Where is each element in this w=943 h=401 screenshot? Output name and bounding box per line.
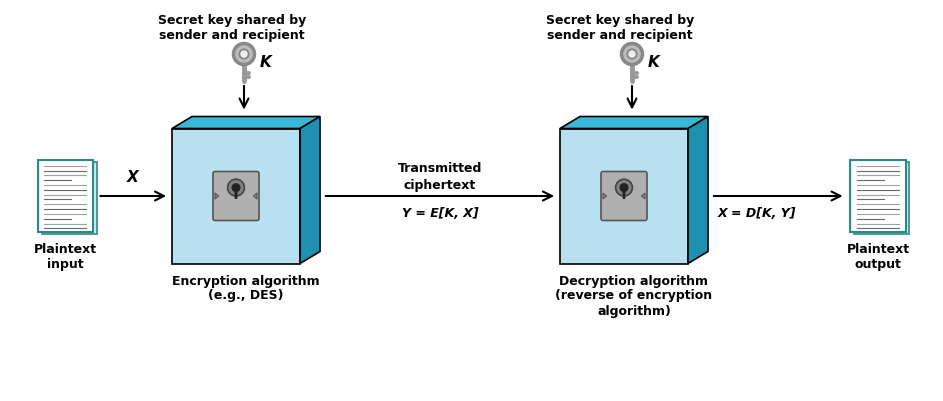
Polygon shape [622, 188, 626, 200]
FancyBboxPatch shape [213, 172, 259, 221]
Text: X = D[K, Y]: X = D[K, Y] [718, 207, 797, 219]
Text: Encryption algorithm
(e.g., DES): Encryption algorithm (e.g., DES) [173, 274, 320, 302]
Polygon shape [560, 129, 688, 264]
Text: Y = E[K, X]: Y = E[K, X] [402, 207, 478, 219]
Text: Decryption algorithm
(reverse of encryption
algorithm): Decryption algorithm (reverse of encrypt… [555, 274, 713, 317]
Text: K: K [648, 55, 660, 70]
Polygon shape [851, 160, 905, 233]
Polygon shape [854, 162, 909, 235]
Text: Plaintext
input: Plaintext input [33, 242, 96, 270]
Circle shape [240, 50, 249, 60]
Text: Secret key shared by
sender and recipient: Secret key shared by sender and recipien… [546, 14, 694, 42]
Polygon shape [688, 117, 708, 264]
Circle shape [620, 184, 628, 192]
FancyBboxPatch shape [601, 172, 647, 221]
Text: Plaintext
output: Plaintext output [847, 242, 910, 270]
Circle shape [627, 50, 637, 60]
Polygon shape [215, 194, 219, 200]
Circle shape [616, 180, 633, 196]
Polygon shape [234, 188, 238, 200]
Text: X: X [126, 170, 138, 184]
Text: ciphertext: ciphertext [404, 178, 476, 192]
Text: Transmitted: Transmitted [398, 162, 482, 174]
Text: Secret key shared by
sender and recipient: Secret key shared by sender and recipien… [157, 14, 306, 42]
Polygon shape [560, 117, 708, 129]
Polygon shape [172, 117, 320, 129]
Polygon shape [621, 45, 642, 65]
Polygon shape [603, 194, 606, 200]
Polygon shape [172, 129, 300, 264]
Polygon shape [41, 162, 96, 235]
Text: K: K [260, 55, 272, 70]
Polygon shape [38, 160, 92, 233]
Polygon shape [300, 117, 320, 264]
Polygon shape [254, 194, 257, 200]
Polygon shape [628, 51, 637, 59]
Polygon shape [234, 45, 255, 65]
Polygon shape [641, 194, 645, 200]
Circle shape [231, 184, 240, 192]
Circle shape [227, 180, 244, 196]
Polygon shape [240, 51, 248, 59]
